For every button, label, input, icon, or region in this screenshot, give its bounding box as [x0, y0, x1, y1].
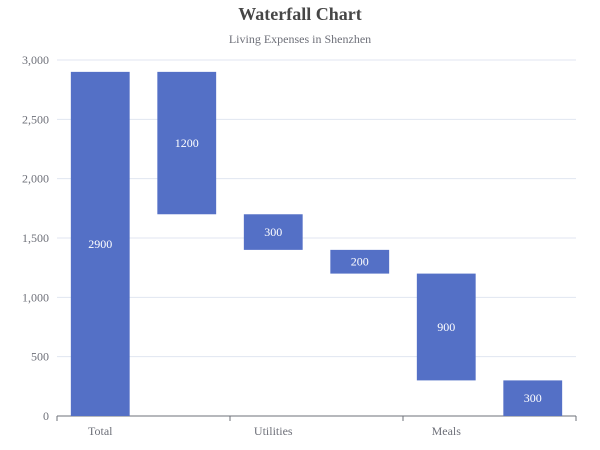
grid-lines	[57, 59, 576, 358]
x-tick-label: Meals	[432, 424, 462, 438]
y-tick-label: 1,000	[22, 290, 49, 304]
y-tick-label: 3,000	[22, 53, 49, 67]
waterfall-bar[interactable]	[503, 380, 563, 416]
y-tick-label: 2,500	[22, 112, 49, 126]
x-axis: Total Utilities Meals	[56, 415, 577, 438]
bar-value-label: 2900	[88, 237, 112, 251]
x-tick-label: Utilities	[254, 424, 293, 438]
chart-title: Waterfall Chart	[238, 4, 361, 24]
bar-value-label: 900	[437, 320, 455, 334]
waterfall-bar[interactable]	[157, 71, 217, 215]
bar-value-label: 200	[351, 255, 369, 269]
y-axis: 0 500 1,000 1,500 2,000 2,500 3,000	[22, 53, 49, 423]
chart-subtitle: Living Expenses in Shenzhen	[229, 32, 371, 46]
y-tick-label: 2,000	[22, 172, 49, 186]
waterfall-bar[interactable]	[416, 273, 476, 381]
bar-value-label: 1200	[175, 136, 199, 150]
waterfall-bar[interactable]	[330, 249, 390, 274]
bar-series	[70, 71, 563, 416]
y-tick-label: 1,500	[22, 231, 49, 245]
y-tick-label: 500	[31, 350, 49, 364]
x-tick-label: Total	[88, 424, 113, 438]
waterfall-bar[interactable]	[70, 71, 130, 416]
waterfall-bar[interactable]	[243, 214, 303, 250]
bar-value-label: 300	[264, 225, 282, 239]
y-tick-label: 0	[43, 409, 49, 423]
bar-value-label: 300	[524, 391, 542, 405]
bar-labels: 2900 1200 300 200 900 300	[88, 136, 542, 405]
